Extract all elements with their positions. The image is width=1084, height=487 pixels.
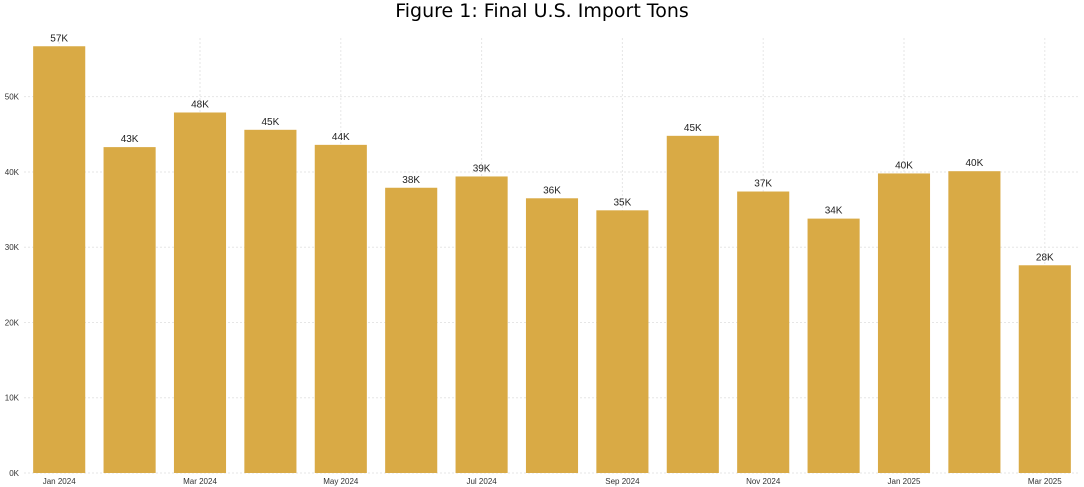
bar[interactable] xyxy=(455,176,508,473)
bar[interactable] xyxy=(666,135,719,474)
x-tick-label: Jan 2024 xyxy=(43,477,76,486)
x-tick-label: Sep 2024 xyxy=(605,477,640,486)
y-tick-label: 30K xyxy=(5,243,20,252)
data-label: 37K xyxy=(754,179,772,190)
data-label: 40K xyxy=(966,158,984,169)
x-tick-label: Jan 2025 xyxy=(888,477,921,486)
bar[interactable] xyxy=(33,46,86,473)
x-tick-label: Mar 2025 xyxy=(1028,477,1062,486)
data-label: 45K xyxy=(262,117,280,128)
y-tick-label: 0K xyxy=(9,469,19,478)
bar[interactable] xyxy=(737,191,790,473)
bar[interactable] xyxy=(244,129,297,474)
x-tick-label: May 2024 xyxy=(323,477,359,486)
data-label: 38K xyxy=(402,175,420,186)
y-tick-label: 20K xyxy=(5,318,20,327)
data-label: 57K xyxy=(50,33,68,44)
bar[interactable] xyxy=(1018,265,1071,473)
bar[interactable] xyxy=(314,144,367,473)
bar[interactable] xyxy=(385,187,438,473)
data-label: 28K xyxy=(1036,252,1054,263)
x-tick-label: Mar 2024 xyxy=(183,477,217,486)
bar[interactable] xyxy=(596,210,649,473)
bar[interactable] xyxy=(807,218,860,473)
data-label: 35K xyxy=(614,197,632,208)
data-label: 34K xyxy=(825,206,843,217)
data-label: 43K xyxy=(121,134,139,145)
y-tick-label: 40K xyxy=(5,168,20,177)
bar[interactable] xyxy=(525,198,579,473)
bar[interactable] xyxy=(103,147,156,473)
y-tick-label: 10K xyxy=(5,394,20,403)
data-label: 45K xyxy=(684,123,702,134)
bar[interactable] xyxy=(877,173,931,473)
data-label: 40K xyxy=(895,160,913,171)
bar[interactable] xyxy=(948,171,1001,473)
data-label: 36K xyxy=(543,185,561,196)
x-tick-label: Jul 2024 xyxy=(466,477,497,486)
bar[interactable] xyxy=(173,112,227,473)
data-label: 44K xyxy=(332,132,350,143)
y-tick-label: 50K xyxy=(5,93,20,102)
data-label: 39K xyxy=(473,163,491,174)
chart-title: Figure 1: Final U.S. Import Tons xyxy=(395,0,689,22)
data-label: 48K xyxy=(191,99,209,110)
x-tick-label: Nov 2024 xyxy=(746,477,781,486)
